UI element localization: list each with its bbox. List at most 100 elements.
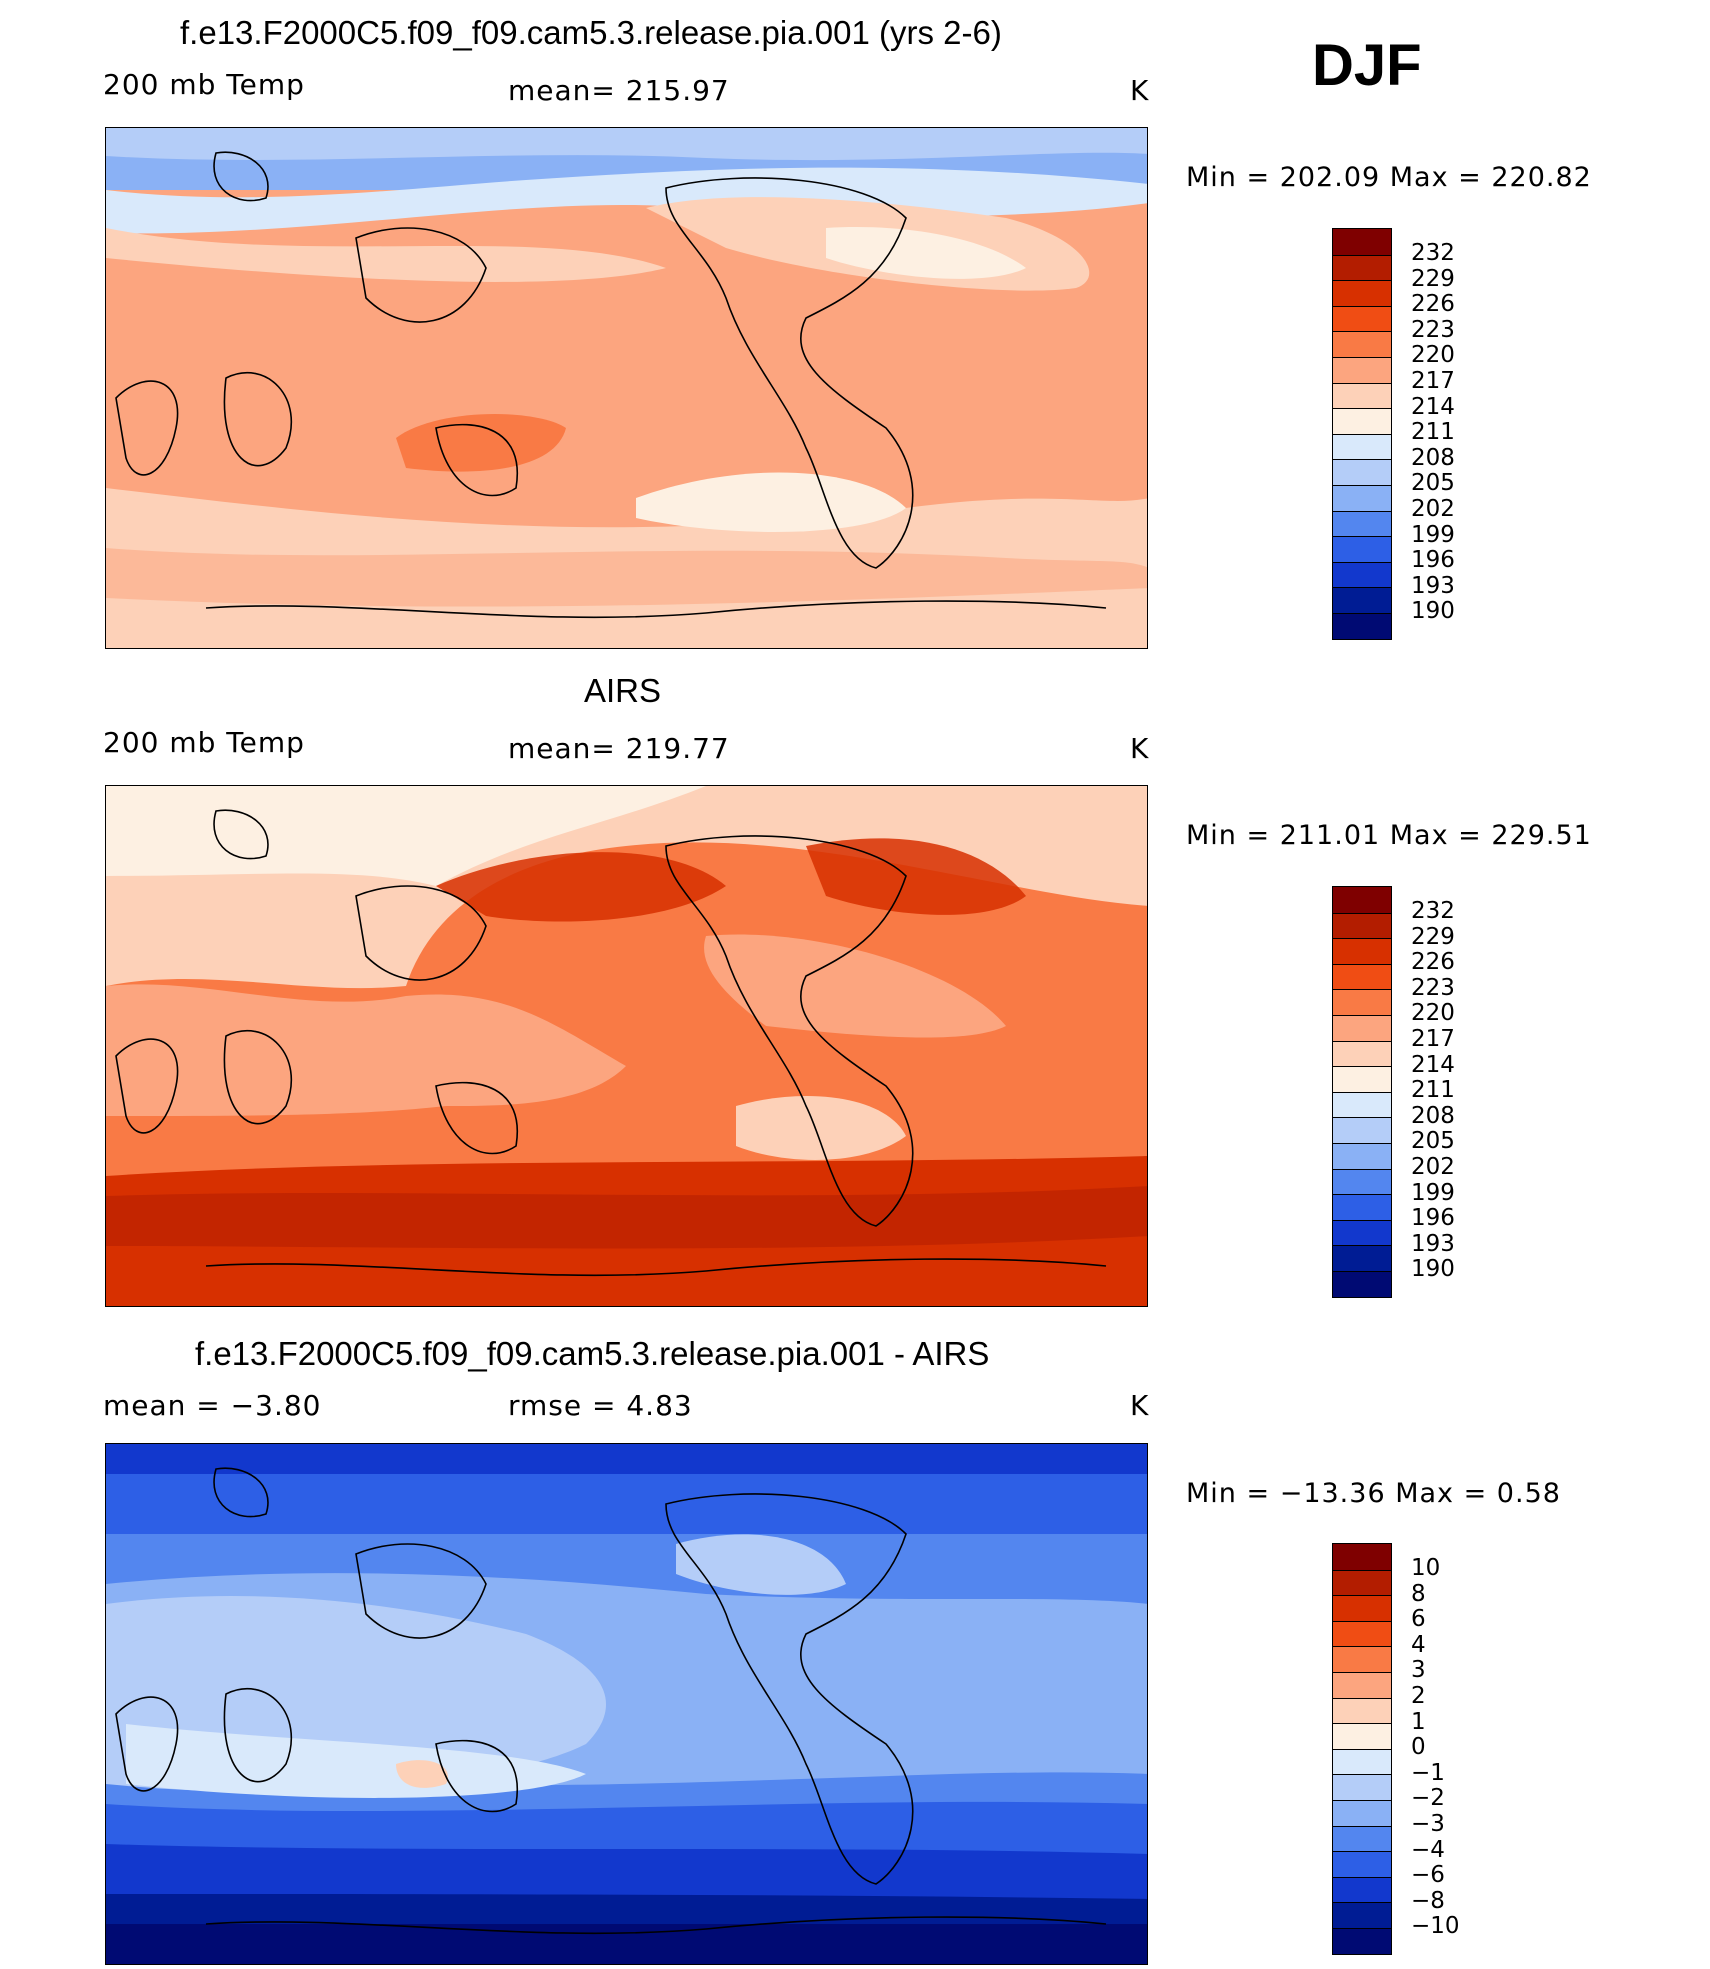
colorbar-tick-label: 214 <box>1411 393 1455 420</box>
panel-3-colorbar-ticks: 10 8 6 4 3 2 1 0 −1 −2 −3 −4 −6 −8 −10 <box>1411 1555 1460 1940</box>
colorbar-tick-label: 217 <box>1411 367 1455 394</box>
colorbar-tick-label: 232 <box>1411 240 1455 266</box>
colorbar-tick-label: 2 <box>1411 1682 1426 1709</box>
colorbar-swatch <box>1333 536 1391 562</box>
colorbar-swatch <box>1333 1194 1391 1220</box>
colorbar-swatch <box>1333 254 1391 281</box>
colorbar-tick-label: 3 <box>1411 1657 1426 1684</box>
panel-2-minmax: Min = 211.01 Max = 229.51 <box>1186 820 1592 851</box>
colorbar-swatch <box>1333 1851 1391 1877</box>
colorbar-tick-label: 199 <box>1411 1179 1455 1206</box>
colorbar-tick-label: −4 <box>1411 1836 1445 1863</box>
colorbar-tick-label: 0 <box>1411 1734 1426 1761</box>
colorbar-swatch <box>1333 1168 1391 1195</box>
colorbar-tick-label: 10 <box>1411 1555 1441 1581</box>
panel-2-units-label: K <box>1130 732 1150 765</box>
panel-2-field-label: 200 mb Temp <box>103 726 305 759</box>
colorbar-swatch <box>1333 1219 1391 1246</box>
colorbar-swatch <box>1333 1270 1391 1297</box>
panel-2-title: AIRS <box>584 672 662 709</box>
colorbar-swatch <box>1333 1117 1391 1143</box>
colorbar-tick-label: 6 <box>1411 1606 1426 1633</box>
panel-3-title: f.e13.F2000C5.f09_f09.cam5.3.release.pia… <box>195 1335 990 1372</box>
panel-1-colorbar-ticks: 232 229 226 223 220 217 214 211 208 205 202 199 196 1… <box>1411 240 1455 625</box>
colorbar-tick-label: 223 <box>1411 974 1455 1001</box>
colorbar-swatch <box>1333 1091 1391 1118</box>
colorbar-tick-label: 226 <box>1411 949 1455 976</box>
colorbar-tick-label: −1 <box>1411 1759 1445 1786</box>
panel-1-map <box>105 127 1148 649</box>
panel-3-rmse-label: rmse = 4.83 <box>508 1389 693 1422</box>
colorbar-tick-label: 8 <box>1411 1580 1426 1607</box>
panel-2-map-field <box>106 786 1147 1306</box>
panel-2-map <box>105 785 1148 1307</box>
colorbar-swatch <box>1333 587 1391 613</box>
panel-2-colorbar-ticks: 232 229 226 223 220 217 214 211 208 205 202 199 196 1… <box>1411 898 1455 1283</box>
panel-1-colorbar <box>1332 228 1392 640</box>
colorbar-tick-label: 202 <box>1411 495 1455 522</box>
panel-3-colorbar <box>1332 1543 1392 1955</box>
colorbar-tick-label: 211 <box>1411 1077 1455 1104</box>
colorbar-swatch <box>1333 1748 1391 1775</box>
colorbar-swatch <box>1333 459 1391 485</box>
colorbar-tick-label: 220 <box>1411 1000 1455 1027</box>
colorbar-tick-label: 196 <box>1411 547 1455 574</box>
panel-1-units-label: K <box>1130 74 1150 107</box>
panel-3-minmax: Min = −13.36 Max = 0.58 <box>1186 1478 1561 1509</box>
colorbar-swatch <box>1333 1646 1391 1672</box>
colorbar-swatch <box>1333 1544 1391 1570</box>
colorbar-tick-label: 205 <box>1411 1128 1455 1155</box>
colorbar-tick-label: 4 <box>1411 1631 1426 1658</box>
colorbar-swatch <box>1333 1569 1391 1596</box>
colorbar-swatch <box>1333 382 1391 409</box>
colorbar-swatch <box>1333 612 1391 639</box>
colorbar-swatch <box>1333 561 1391 588</box>
colorbar-swatch <box>1333 963 1391 990</box>
colorbar-swatch <box>1333 229 1391 255</box>
colorbar-swatch <box>1333 305 1391 332</box>
panel-3-mean-label: mean = −3.80 <box>103 1389 322 1422</box>
colorbar-tick-label: −2 <box>1411 1785 1445 1812</box>
panel-3-map-field <box>106 1444 1147 1964</box>
colorbar-swatch <box>1333 1014 1391 1041</box>
colorbar-tick-label: 214 <box>1411 1051 1455 1078</box>
colorbar-swatch <box>1333 1799 1391 1826</box>
panel-1-field-label: 200 mb Temp <box>103 68 305 101</box>
colorbar-tick-label: 193 <box>1411 572 1455 599</box>
colorbar-tick-label: 190 <box>1411 598 1455 625</box>
colorbar-swatch <box>1333 938 1391 964</box>
colorbar-swatch <box>1333 356 1391 383</box>
colorbar-tick-label: 220 <box>1411 342 1455 369</box>
panel-3-map <box>105 1443 1148 1965</box>
colorbar-swatch <box>1333 1876 1391 1903</box>
colorbar-swatch <box>1333 1697 1391 1724</box>
colorbar-swatch <box>1333 1723 1391 1749</box>
colorbar-swatch <box>1333 280 1391 306</box>
colorbar-swatch <box>1333 1595 1391 1621</box>
colorbar-tick-label: 208 <box>1411 1102 1455 1129</box>
colorbar-tick-label: 229 <box>1411 265 1455 292</box>
panel-1-mean-label: mean= 215.97 <box>508 74 730 107</box>
colorbar-tick-label: 208 <box>1411 444 1455 471</box>
colorbar-tick-label: 226 <box>1411 291 1455 318</box>
colorbar-swatch <box>1333 1142 1391 1169</box>
colorbar-tick-label: −6 <box>1411 1862 1445 1889</box>
colorbar-swatch <box>1333 1066 1391 1092</box>
colorbar-tick-label: 205 <box>1411 470 1455 497</box>
colorbar-swatch <box>1333 912 1391 939</box>
colorbar-tick-label: 202 <box>1411 1153 1455 1180</box>
panel-2-colorbar <box>1332 886 1392 1298</box>
colorbar-swatch <box>1333 331 1391 357</box>
colorbar-tick-label: 1 <box>1411 1708 1426 1735</box>
colorbar-tick-label: 196 <box>1411 1205 1455 1232</box>
colorbar-swatch <box>1333 1671 1391 1698</box>
panel-1-map-field <box>106 128 1147 648</box>
panel-1-minmax: Min = 202.09 Max = 220.82 <box>1186 162 1592 193</box>
colorbar-tick-label: 211 <box>1411 419 1455 446</box>
colorbar-swatch <box>1333 1774 1391 1800</box>
colorbar-swatch <box>1333 408 1391 434</box>
colorbar-swatch <box>1333 1927 1391 1954</box>
colorbar-swatch <box>1333 1825 1391 1852</box>
colorbar-tick-label: 232 <box>1411 898 1455 924</box>
panel-1-title: f.e13.F2000C5.f09_f09.cam5.3.release.pia… <box>180 14 1002 51</box>
